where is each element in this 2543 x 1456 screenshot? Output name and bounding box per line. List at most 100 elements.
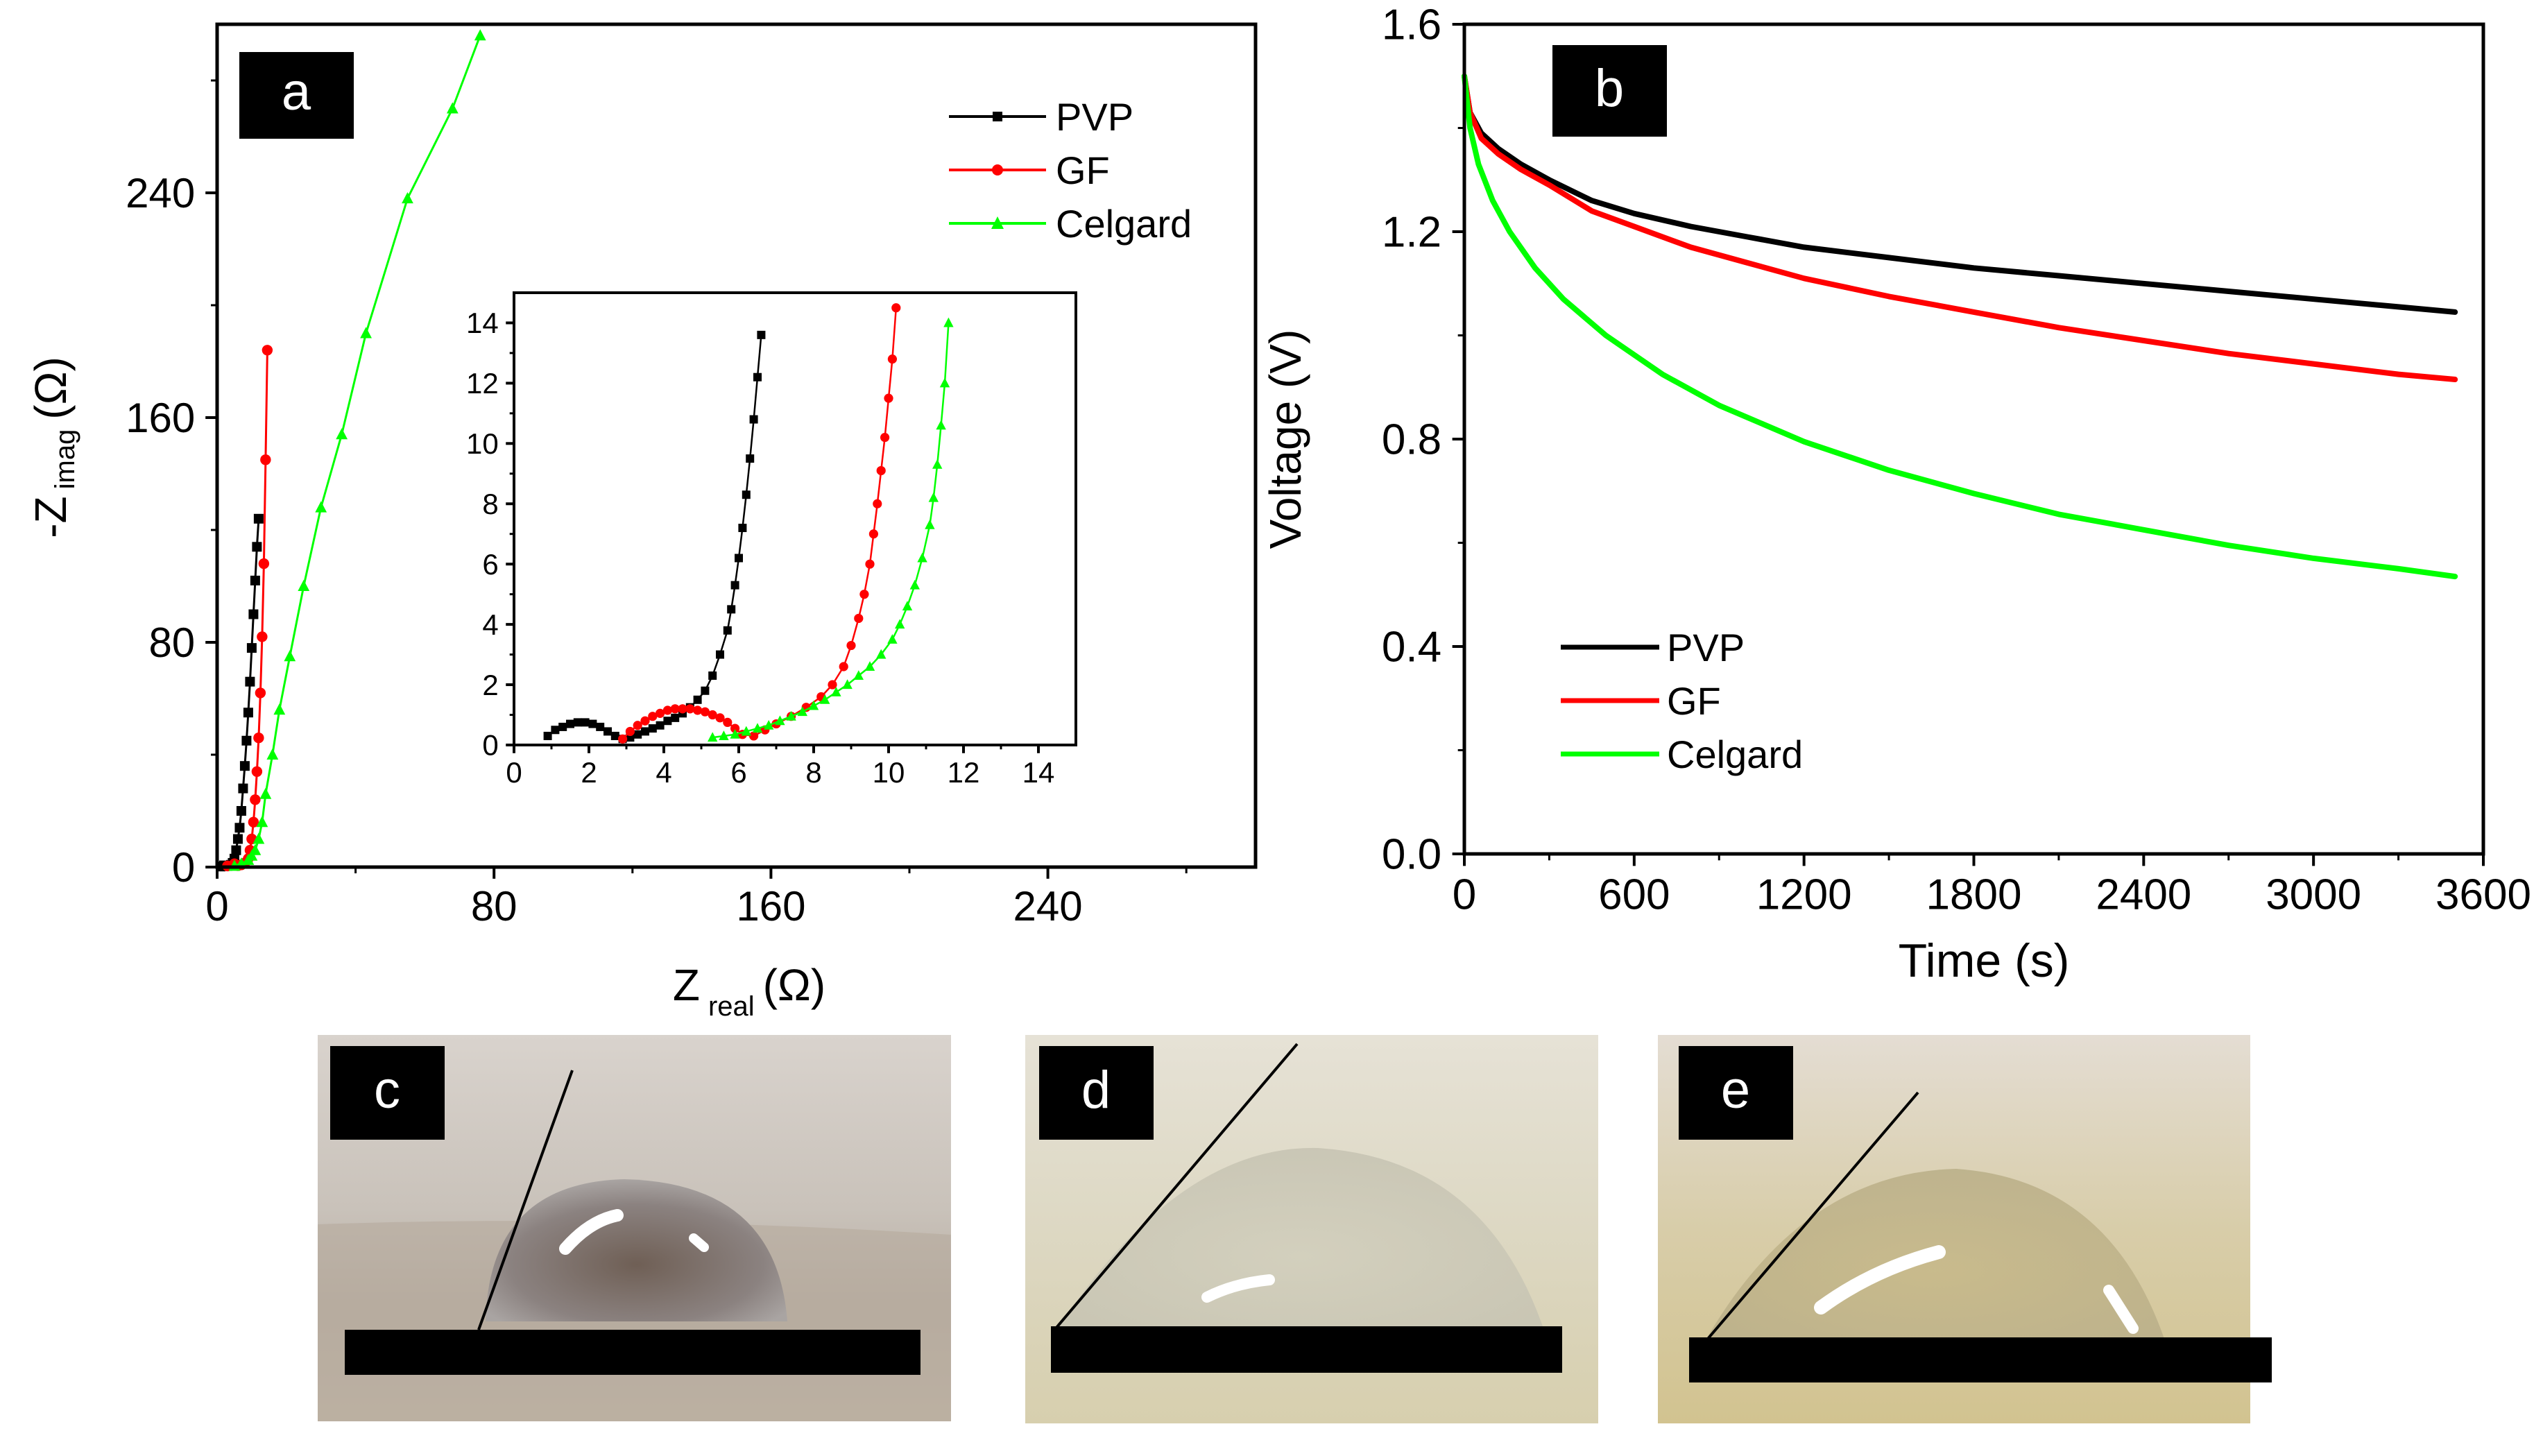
- photo-d-baseline-bar: [1051, 1326, 1562, 1373]
- panel-b-frame: [1462, 22, 2485, 856]
- panel-a-inset: 0 2 4 6 8 10 12 14 0 2 4 6 8 10 12 14: [466, 291, 1077, 789]
- panel-a-xlabel-sub: real: [708, 991, 755, 1022]
- photo-d-contact-angle-line: [1054, 1043, 1299, 1330]
- inset-point-celgard: [864, 661, 875, 671]
- panel-a-label: a: [282, 62, 311, 121]
- panel-a-xtick-label: 160: [736, 883, 805, 930]
- panel-a-ytick-label: 0: [172, 844, 195, 891]
- photo-c-reflection: [559, 1209, 624, 1255]
- inset-ytick-label: 2: [482, 669, 498, 701]
- panel-a-point-pvp: [245, 676, 255, 687]
- legend-a-label-pvp: PVP: [1056, 95, 1133, 139]
- panel-a-point-pvp: [246, 643, 257, 653]
- panel-a-point-celgard: [273, 703, 286, 715]
- inset-frame: [513, 291, 1077, 746]
- panel-a-ylabel-unit: (Ω): [26, 357, 76, 419]
- inset-point-pvp: [596, 722, 605, 731]
- inset-point-pvp: [723, 626, 732, 635]
- panel-a-point-gf: [260, 454, 271, 465]
- panel-a-xtick-label: 80: [471, 883, 517, 930]
- panel-a-point-gf: [258, 558, 270, 569]
- inset-point-gf: [859, 590, 869, 599]
- panel-a-point-celgard: [246, 849, 258, 861]
- panel-a-ytick-label: 160: [126, 395, 195, 441]
- inset-point-pvp: [543, 731, 552, 740]
- inset-point-gf: [868, 529, 878, 539]
- photo-d-droplet: [1058, 1147, 1543, 1328]
- panel-b-axes: 0 600 1200 1800 2400 3000 3600 0.0 0.4 0.8 1.2 1.6: [1382, 1, 2531, 919]
- inset-point-celgard: [719, 730, 729, 740]
- inset-point-gf: [887, 354, 897, 364]
- inset-point-gf: [618, 734, 628, 744]
- inset-point-celgard: [925, 519, 935, 529]
- panel-a-point-gf: [248, 816, 259, 828]
- inset-point-pvp: [663, 717, 672, 726]
- photo-e-contact-angle-line: [1706, 1091, 1919, 1340]
- panel-a-legend: PVP GF Celgard: [949, 95, 1192, 246]
- photo-e-label-box: [1679, 1046, 1793, 1140]
- inset-point-gf: [873, 499, 882, 508]
- inset-point-celgard: [876, 649, 887, 659]
- legend-a-marker-celgard: [991, 216, 1004, 229]
- panel-a-point-celgard: [256, 816, 268, 828]
- inset-point-celgard: [775, 715, 785, 726]
- inset-point-pvp: [742, 490, 751, 499]
- photo-c-label: c: [374, 1061, 400, 1120]
- inset-point-pvp: [753, 372, 762, 382]
- panel-a-point-celgard: [284, 650, 296, 662]
- inset-point-pvp: [671, 713, 680, 722]
- legend-a-label-celgard: Celgard: [1056, 202, 1192, 246]
- photo-e-baseline-bar: [1689, 1337, 2272, 1382]
- inset-point-pvp: [566, 719, 574, 728]
- legend-a-marker-pvp: [993, 112, 1002, 121]
- legend-a-label-gf: GF: [1056, 148, 1110, 192]
- inset-point-celgard: [786, 710, 796, 721]
- photo-e-reflection2: [2103, 1285, 2139, 1334]
- inset-point-gf: [633, 721, 642, 730]
- photo-c-contact-angle-line: [477, 1070, 574, 1330]
- panel-b-xtick-label: 0: [1453, 871, 1476, 918]
- inset-point-celgard: [909, 579, 920, 590]
- inset-ytick-label: 4: [482, 608, 498, 641]
- inset-point-celgard: [708, 732, 718, 742]
- panel-b-ytick-label: 0.8: [1382, 416, 1441, 464]
- panel-a-point-celgard: [266, 748, 279, 760]
- inset-point-celgard: [730, 728, 740, 739]
- inset-point-gf: [708, 710, 717, 720]
- inset-point-gf: [693, 705, 703, 715]
- panel-b-series-celgard-line: [1462, 73, 2458, 580]
- inset-point-celgard: [820, 694, 830, 704]
- panel-b-label: b: [1595, 59, 1624, 118]
- panel-a-point-pvp: [238, 783, 248, 794]
- panel-a-point-pvp: [232, 834, 243, 844]
- inset-point-gf: [723, 717, 733, 727]
- panel-b-xtick-label: 1200: [1756, 871, 1852, 918]
- panel-b-xtick-label: 3000: [2266, 871, 2361, 918]
- inset-xtick-label: 2: [581, 756, 597, 789]
- inset-xtick-label: 0: [506, 756, 522, 789]
- inset-point-pvp: [551, 726, 560, 735]
- photo-c-droplet: [486, 1179, 787, 1321]
- inset-point-gf: [828, 680, 837, 690]
- photo-e: e: [1658, 1035, 2272, 1423]
- photo-d-reflection: [1201, 1274, 1275, 1303]
- inset-point-gf: [648, 712, 658, 721]
- inset-point-celgard: [917, 552, 927, 563]
- panel-b-plot-area: [1462, 73, 2458, 580]
- panel-a-point-pvp: [231, 845, 241, 855]
- panel-a-frame: [215, 22, 1258, 869]
- inset-point-pvp: [648, 724, 657, 733]
- panel-a-label-box: [239, 52, 354, 139]
- inset-point-pvp: [633, 730, 642, 739]
- panel-a-point-pvp: [252, 542, 262, 552]
- panel-a-xtick-label: 240: [1013, 883, 1083, 930]
- inset-xtick-label: 4: [656, 756, 671, 789]
- inset-ytick-label: 0: [482, 729, 498, 762]
- photo-c-baseline-bar: [345, 1330, 921, 1375]
- panel-a-point-pvp: [253, 513, 264, 524]
- inset-point-celgard: [932, 459, 943, 469]
- inset-point-celgard: [936, 420, 946, 430]
- inset-point-pvp: [716, 650, 724, 659]
- panel-b: 0 600 1200 1800 2400 3000 36000.00.40.81.21.6 …: [1260, 1, 2531, 987]
